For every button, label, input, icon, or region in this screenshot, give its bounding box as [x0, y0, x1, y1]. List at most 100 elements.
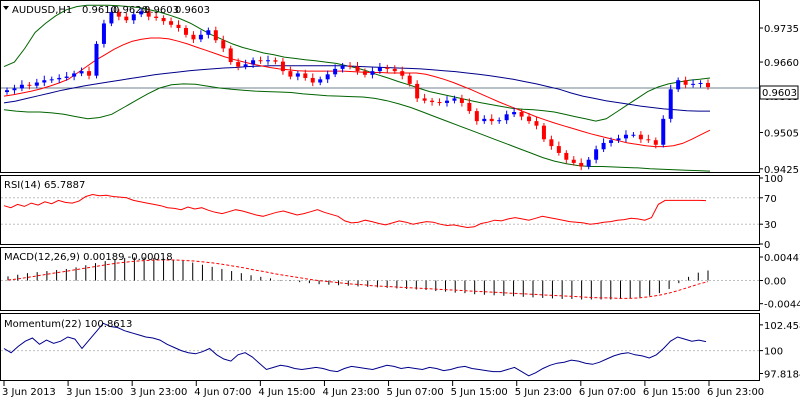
rsi-pane-frame: [0, 175, 760, 245]
y-tick-label: 0.9425: [764, 165, 799, 176]
candle: [191, 31, 196, 43]
candle-body: [444, 100, 449, 103]
candle: [683, 76, 688, 89]
candle: [586, 157, 591, 170]
candle-body: [370, 71, 375, 75]
candle: [541, 122, 546, 143]
candle: [131, 9, 136, 24]
candle-body: [586, 159, 591, 167]
candle-body: [571, 159, 576, 163]
y-tick-label: 97.8184: [764, 370, 800, 381]
candle: [527, 112, 532, 124]
candle-body: [400, 71, 405, 76]
candle-body: [116, 12, 121, 17]
candle-body: [407, 75, 412, 84]
y-tick-label: 0.9735: [764, 24, 799, 35]
candle-body: [146, 11, 151, 17]
x-tick-label: 4 Jun 07:00: [194, 387, 251, 398]
y-tick-label: 100: [764, 174, 783, 185]
y-tick-label: 0.9660: [764, 58, 799, 69]
candle-body: [94, 43, 99, 76]
candle: [169, 17, 174, 28]
candle: [706, 79, 710, 90]
candle: [571, 156, 576, 166]
candle: [519, 109, 524, 121]
candle-body: [676, 80, 681, 90]
candle-body: [131, 14, 136, 21]
candle-body: [474, 111, 479, 122]
candle-body: [452, 98, 457, 101]
candle-body: [430, 100, 435, 103]
candle: [310, 73, 315, 87]
candle: [154, 12, 159, 21]
candle-body: [49, 79, 54, 81]
candle-body: [489, 118, 494, 122]
price-title-group: AUDUSD,H1 0.9610 0.9620 0.9603 0.9603: [3, 5, 210, 16]
ohlc-high: 0.9620: [113, 5, 148, 16]
candle: [430, 97, 435, 106]
candle: [325, 70, 330, 83]
bollinger-lower-line: [3, 83, 711, 172]
x-tick-label: 3 Jun 2013: [2, 387, 56, 398]
candle: [124, 12, 129, 23]
candle-body: [64, 76, 69, 78]
candle: [459, 94, 464, 107]
candle: [72, 70, 77, 81]
candle-body: [198, 34, 203, 40]
candle: [87, 66, 92, 80]
candle: [653, 137, 658, 149]
candle: [691, 79, 696, 88]
candle-body: [504, 114, 509, 121]
candle: [228, 45, 233, 65]
candle: [534, 116, 539, 130]
candle-body: [541, 125, 546, 140]
candle-body: [385, 67, 390, 69]
candle-body: [623, 134, 628, 139]
candle-body: [422, 98, 427, 101]
price-pane: [1, 4, 759, 172]
candle-body: [437, 102, 442, 104]
candle: [549, 135, 554, 150]
candle-body: [57, 77, 62, 80]
candle-body: [124, 16, 129, 21]
candle: [676, 77, 681, 93]
candle: [116, 9, 121, 21]
candle: [221, 35, 226, 53]
candle: [236, 58, 241, 71]
candle: [415, 80, 420, 103]
candle-body: [519, 112, 524, 117]
candle: [482, 115, 487, 124]
candle: [564, 150, 569, 164]
candle: [79, 67, 84, 77]
candle-body: [154, 16, 159, 18]
candle: [94, 41, 99, 79]
candle-body: [355, 66, 360, 72]
candle-body: [512, 112, 517, 115]
candle: [27, 82, 32, 90]
candle: [109, 7, 114, 27]
candle: [467, 98, 472, 114]
candle: [668, 84, 673, 123]
candle: [638, 131, 643, 143]
x-tick-label: 6 Jun 07:00: [579, 387, 636, 398]
macd-title: MACD(12,26,9) 0.00189 -0.00018: [4, 252, 173, 263]
candle: [407, 72, 412, 87]
candle-body: [534, 121, 539, 126]
candle-body: [206, 30, 211, 35]
candle: [266, 55, 271, 65]
candle-body: [482, 118, 487, 122]
candle-body: [236, 62, 241, 67]
candle: [101, 19, 106, 48]
candle: [616, 134, 621, 143]
y-tick-label: 70: [764, 194, 777, 205]
candle-body: [5, 90, 9, 93]
candle: [504, 110, 509, 124]
candle-body: [646, 139, 651, 141]
candle: [243, 59, 248, 70]
candle-body: [556, 146, 561, 153]
macd-signal-line: [7, 259, 709, 299]
candle-body: [564, 152, 569, 160]
candle: [355, 62, 360, 75]
candle: [161, 15, 166, 25]
